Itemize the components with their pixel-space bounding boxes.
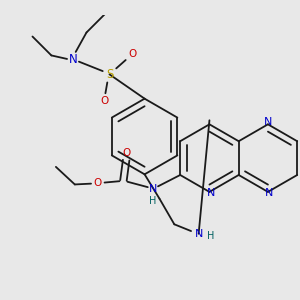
Text: N: N [264,117,272,127]
Text: O: O [100,96,108,106]
Text: O: O [128,49,136,59]
Text: N: N [207,188,215,198]
Text: H: H [207,231,214,241]
Text: N: N [149,184,158,194]
Text: N: N [194,229,203,239]
Text: N: N [69,53,77,66]
Text: S: S [106,68,113,81]
Text: O: O [122,148,130,158]
Text: H: H [149,196,156,206]
Text: N: N [265,188,274,198]
Text: O: O [94,178,102,188]
